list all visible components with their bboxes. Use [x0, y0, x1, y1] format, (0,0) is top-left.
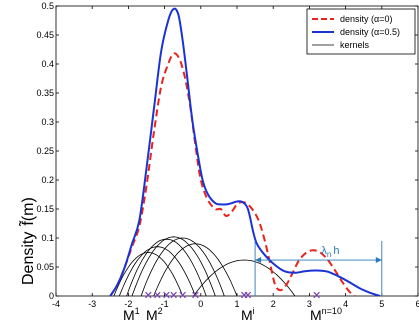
y-tick-label: 0.05: [36, 262, 54, 272]
y-tick-label: 0.5: [41, 1, 54, 11]
x-tick-label: -2: [124, 299, 132, 309]
x-tick-label: 1: [234, 299, 239, 309]
x-tick-label: 4: [343, 299, 348, 309]
kernel-curve: [193, 259, 296, 296]
y-tick-label: 0.35: [36, 88, 54, 98]
y-tick-label: 0: [49, 291, 54, 301]
y-tick-label: 0.45: [36, 30, 54, 40]
x-tick-label: 3: [307, 299, 312, 309]
point-label-m2: M2: [146, 306, 163, 323]
density-alpha0-line: [109, 52, 356, 296]
point-label-m1: M1: [123, 306, 140, 323]
point-label-mi: Mi: [241, 306, 255, 323]
x-tick-label: -3: [88, 299, 96, 309]
sample-marker: [170, 291, 177, 299]
sample-marker: [154, 291, 161, 299]
y-axis-label: Densityf̃(m): [17, 197, 37, 285]
legend-label-alpha0: density (α=0): [340, 14, 392, 24]
legend-label-kernels: kernels: [340, 40, 370, 50]
kernel-curve: [131, 236, 216, 296]
kernel-curve: [153, 243, 238, 296]
density-alpha05-line: [109, 7, 381, 296]
bracket-arrow-right: [375, 257, 382, 264]
sample-markers: [145, 291, 320, 299]
sample-marker: [313, 291, 320, 299]
x-tick-label: -4: [52, 299, 60, 309]
y-tick-label: 0.3: [41, 117, 54, 127]
bracket-arrow-left: [255, 257, 262, 264]
kernel-curve: [113, 252, 184, 296]
y-tick-label: 0.4: [41, 59, 54, 69]
sample-marker: [163, 291, 170, 299]
y-tick-label: 0.1: [41, 233, 54, 243]
sample-marker: [179, 291, 186, 299]
legend-label-alpha05: density (α=0.5): [340, 27, 400, 37]
sample-marker: [145, 291, 152, 299]
kernel-curve: [126, 238, 207, 296]
x-tick-label: 6: [415, 299, 419, 309]
kernel-curve: [140, 237, 225, 296]
legend-box: [306, 8, 416, 55]
sample-marker: [244, 291, 252, 299]
x-tick-label: 0: [198, 299, 203, 309]
sample-marker: [192, 291, 199, 299]
lambda-label: λn h: [321, 245, 339, 259]
legend: density (α=0) density (α=0.5) kernels: [306, 8, 416, 55]
y-tick-label: 0.15: [36, 204, 54, 214]
x-tick-label: 2: [271, 299, 276, 309]
density-curves: [109, 7, 381, 296]
x-tick-label: -1: [161, 299, 169, 309]
bandwidth-bracket: λn h: [254, 240, 383, 296]
kernel-curves: [113, 236, 296, 296]
kernel-curve: [118, 246, 196, 296]
x-tick-label: 5: [379, 299, 384, 309]
axis-ticks: -4 -3 -2 -1 0 1 2 3 4 5 6 0 0.05 0.1 0.15 0.2 0.25 0.3 0.3…: [36, 1, 419, 309]
y-tick-label: 0.25: [36, 146, 54, 156]
point-label-mn: Mn=10: [310, 306, 342, 323]
y-tick-label: 0.2: [41, 175, 54, 185]
